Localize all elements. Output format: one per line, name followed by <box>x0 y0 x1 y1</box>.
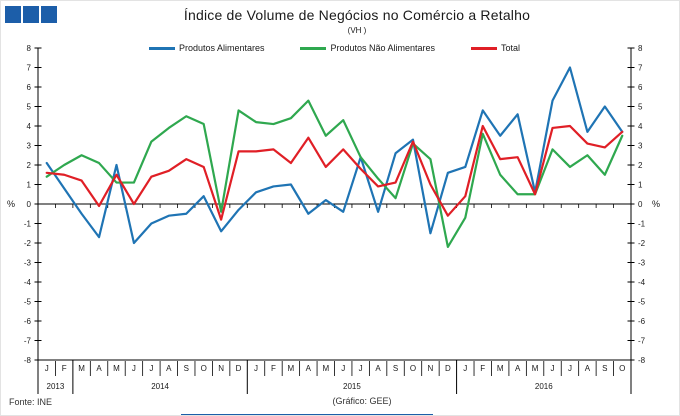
year-tick-label: 2015 <box>343 382 361 391</box>
right-axis-unit-label: % <box>652 199 660 209</box>
right-axis-tick-label: 5 <box>638 103 643 112</box>
series-line-total <box>45 124 624 221</box>
left-axis-tick-label: -8 <box>24 356 32 365</box>
page-subtitle: (VH ) <box>347 26 367 35</box>
month-tick-label: M <box>113 364 120 373</box>
month-tick-label: S <box>184 364 189 373</box>
month-tick-label: M <box>78 364 85 373</box>
month-tick-label: J <box>45 364 49 373</box>
month-tick-label: M <box>497 364 504 373</box>
month-tick-label: N <box>428 364 434 373</box>
year-tick-label: 2014 <box>151 382 169 391</box>
left-axis-tick-label: 3 <box>27 142 32 151</box>
month-tick-label: M <box>322 364 329 373</box>
left-axis-tick-label: 5 <box>27 103 32 112</box>
left-axis-tick-label: 6 <box>27 83 32 92</box>
left-axis-tick-label: -2 <box>24 239 32 248</box>
legend-item-alimentares: Produtos Alimentares <box>148 43 265 53</box>
month-tick-label: O <box>410 364 416 373</box>
footer-rule <box>181 414 433 415</box>
chart-legend: Produtos Alimentares Produtos Não Alimen… <box>38 43 631 53</box>
month-tick-label: O <box>201 364 207 373</box>
logo-square <box>5 6 21 23</box>
month-tick-label: J <box>149 364 153 373</box>
right-axis-tick-label: -8 <box>638 356 646 365</box>
year-tick-label: 2013 <box>47 382 65 391</box>
left-axis-tick-label: -5 <box>24 298 32 307</box>
right-axis-tick-label: -7 <box>638 337 646 346</box>
month-tick-label: F <box>271 364 276 373</box>
right-axis-tick-label: -3 <box>638 259 646 268</box>
logo <box>5 6 57 23</box>
legend-line-swatch <box>148 46 175 50</box>
month-tick-label: D <box>236 364 242 373</box>
right-axis-tick-label: 8 <box>638 44 643 53</box>
month-tick-label: J <box>341 364 345 373</box>
left-axis-tick-label: -7 <box>24 337 32 346</box>
month-tick-label: J <box>254 364 258 373</box>
right-axis-tick-label: -2 <box>638 239 646 248</box>
month-tick-label: J <box>359 364 363 373</box>
year-tick-label: 2016 <box>535 382 553 391</box>
left-axis-tick-label: -4 <box>24 278 32 287</box>
month-tick-label: M <box>288 364 295 373</box>
month-tick-label: S <box>393 364 398 373</box>
logo-square <box>41 6 57 23</box>
right-axis-tick-label: -5 <box>638 298 646 307</box>
month-tick-label: A <box>375 364 381 373</box>
left-axis-tick-label: 7 <box>27 64 32 73</box>
right-axis-tick-label: 0 <box>638 200 643 209</box>
month-tick-label: J <box>132 364 136 373</box>
month-tick-label: N <box>218 364 224 373</box>
right-axis-tick-label: 7 <box>638 64 643 73</box>
right-axis-tick-label: 3 <box>638 142 643 151</box>
left-axis-tick-label: 4 <box>27 122 32 131</box>
month-tick-label: A <box>515 364 521 373</box>
left-axis-tick-label: 0 <box>27 200 32 209</box>
month-tick-label: A <box>306 364 312 373</box>
right-axis-tick-label: -6 <box>638 317 646 326</box>
left-axis-tick-label: -3 <box>24 259 32 268</box>
month-tick-label: D <box>445 364 451 373</box>
right-axis-tick-label: 4 <box>638 122 643 131</box>
legend-line-swatch <box>300 46 327 50</box>
month-tick-label: M <box>532 364 539 373</box>
month-tick-label: F <box>62 364 67 373</box>
right-axis-tick-label: 1 <box>638 181 643 190</box>
footer-source: Fonte: INE <box>9 397 53 407</box>
month-tick-label: S <box>602 364 607 373</box>
month-tick-label: F <box>480 364 485 373</box>
month-tick-label: J <box>551 364 555 373</box>
left-axis-tick-label: 2 <box>27 161 32 170</box>
legend-line-swatch <box>471 46 498 50</box>
legend-label: Total <box>501 43 521 53</box>
right-axis-tick-label: -1 <box>638 220 646 229</box>
legend-label: Produtos Alimentares <box>178 43 265 53</box>
series-line-produtos-n-o-alimentares <box>45 99 624 248</box>
month-tick-label: A <box>166 364 172 373</box>
legend-label: Produtos Não Alimentares <box>330 43 436 53</box>
left-axis-tick-label: 1 <box>27 181 32 190</box>
series-line-produtos-alimentares <box>45 66 624 245</box>
right-axis-tick-label: 2 <box>638 161 643 170</box>
left-axis-tick-label: 8 <box>27 44 32 53</box>
right-axis-tick-label: 6 <box>638 83 643 92</box>
left-axis-unit-label: % <box>7 199 15 209</box>
right-axis-tick-label: -4 <box>638 278 646 287</box>
left-axis-tick-label: -6 <box>24 317 32 326</box>
page-title: Índice de Volume de Negócios no Comércio… <box>183 7 531 23</box>
month-tick-label: A <box>96 364 102 373</box>
month-tick-label: J <box>568 364 572 373</box>
month-tick-label: J <box>463 364 467 373</box>
legend-item-nao-alimentares: Produtos Não Alimentares <box>300 43 435 53</box>
logo-square <box>23 6 39 23</box>
footer-credit: (Gráfico: GEE) <box>332 396 392 406</box>
left-axis-tick-label: -1 <box>24 220 32 229</box>
month-tick-label: A <box>585 364 591 373</box>
legend-item-total: Total <box>471 43 520 53</box>
month-tick-label: O <box>619 364 625 373</box>
